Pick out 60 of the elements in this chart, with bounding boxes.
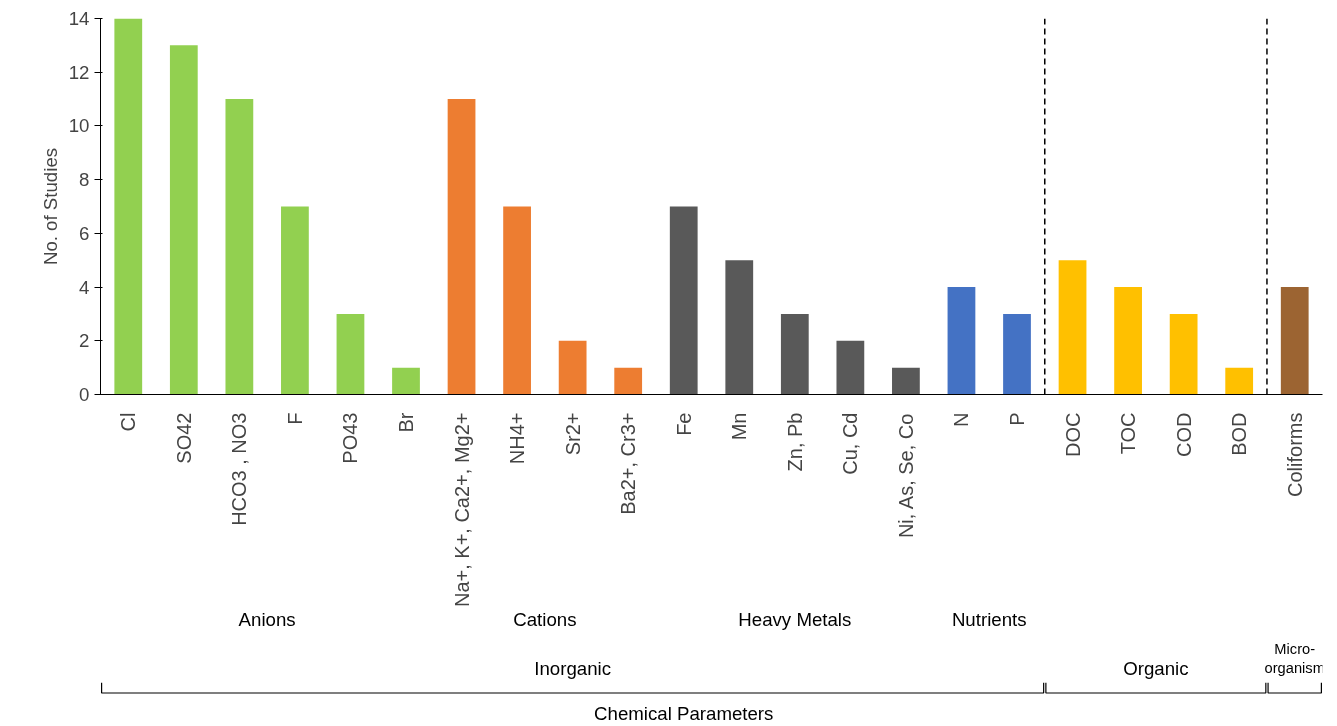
bar — [669, 206, 698, 395]
text: Nutrients — [951, 609, 1027, 631]
bar — [614, 367, 643, 395]
y-tick-label: 14 — [68, 8, 90, 29]
y-tick-label: 6 — [79, 222, 90, 244]
bar — [1169, 313, 1198, 395]
bar — [447, 99, 476, 395]
x-tick-label: Cl — [117, 412, 140, 432]
y-tick-label: 2 — [79, 330, 90, 352]
bar — [169, 45, 198, 395]
x-tick-label: Zn, Pb — [783, 412, 806, 472]
x-tick-label: SO42 — [172, 412, 195, 464]
bar — [558, 340, 587, 395]
x-tick-label: Sr2+ — [561, 412, 584, 456]
y-axis-title: No. of Studies — [39, 147, 61, 266]
x-tick-label: Mn — [728, 412, 751, 441]
y-tick-label: 0 — [79, 384, 90, 405]
x-tick-label: COD — [1172, 412, 1195, 457]
bar — [336, 313, 365, 395]
y-tick-label: 8 — [79, 169, 90, 191]
x-tick-label: Na+, K+, Ca2+, Mg2+ — [450, 412, 473, 608]
x-tick-label: F — [283, 412, 306, 425]
x-tick-label: Ba2+, Cr3+ — [617, 412, 640, 515]
text: Organic — [1123, 658, 1189, 679]
bar — [1225, 367, 1254, 395]
bar — [503, 206, 531, 395]
x-tick-label: P — [1006, 412, 1028, 426]
y-tick-label: 12 — [68, 61, 90, 83]
x-tick-label: PO43 — [339, 412, 362, 464]
x-tick-label: HCO3 , NO3 — [228, 412, 251, 526]
x-tick-label: N — [950, 412, 973, 427]
bar — [1114, 287, 1142, 395]
x-tick-label: Ni, As, Se, Co — [894, 413, 917, 539]
bar — [947, 287, 976, 395]
x-tick-label: Br — [395, 412, 417, 433]
x-tick-label: Cu, Cd — [839, 412, 862, 475]
x-tick-label: Coliforms — [1283, 412, 1306, 497]
x-tick-label: NH4+ — [506, 412, 529, 465]
text: Cations — [513, 609, 577, 631]
bar — [1003, 313, 1031, 395]
bar — [392, 367, 420, 395]
text: Chemical Parameters — [594, 703, 774, 725]
x-tick-label: TOC — [1117, 412, 1140, 455]
x-tick-label: DOC — [1061, 412, 1084, 457]
bar — [225, 99, 254, 395]
x-tick-label: Fe — [672, 412, 695, 436]
bar — [780, 313, 809, 395]
bar — [114, 18, 143, 395]
text: Heavy Metals — [738, 609, 852, 631]
y-tick-label: 4 — [79, 276, 90, 298]
text: Anions — [238, 609, 296, 631]
bar — [1280, 287, 1309, 395]
text: Inorganic — [534, 658, 612, 679]
bar — [281, 206, 309, 395]
x-tick-label: BOD — [1228, 412, 1251, 456]
bar — [892, 367, 920, 395]
bar — [1058, 260, 1087, 395]
y-tick-label: 10 — [68, 115, 90, 137]
bar — [725, 260, 754, 395]
bar — [836, 340, 865, 395]
